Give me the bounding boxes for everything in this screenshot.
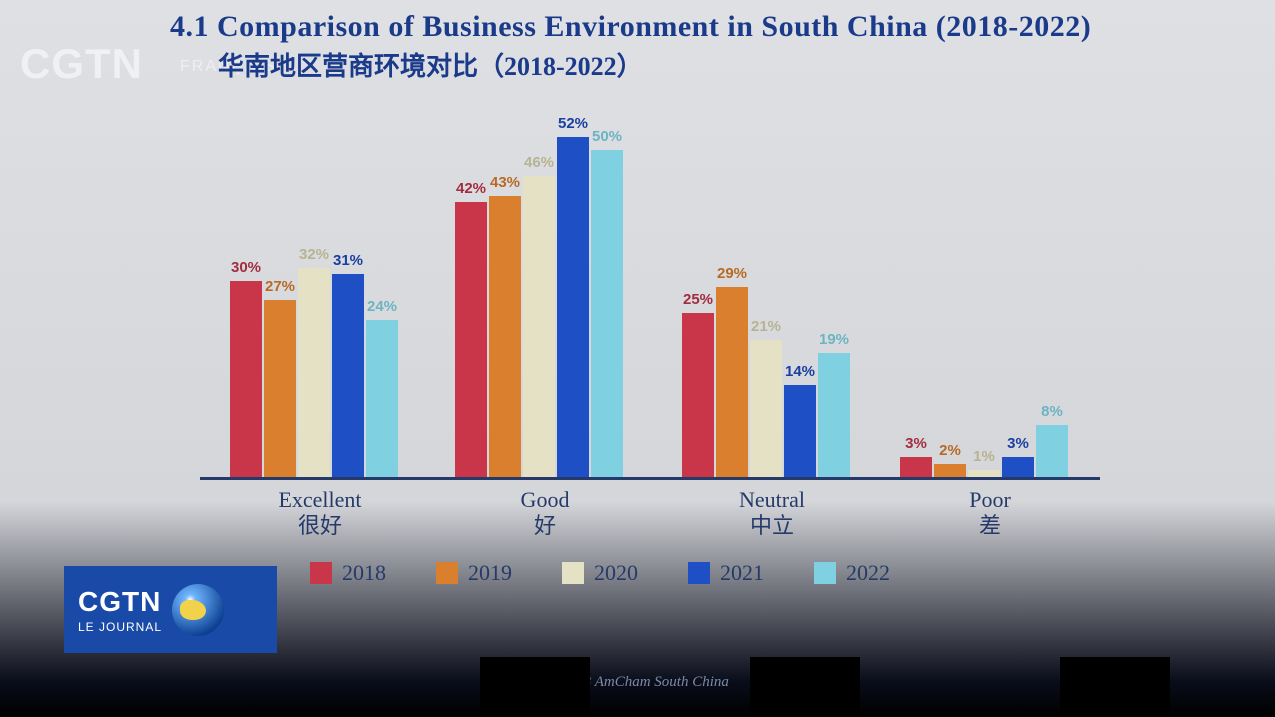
category-label: Excellent很好 [278,487,361,540]
bar: 27% [264,300,296,477]
globe-icon [172,584,224,636]
bar-value-label: 14% [785,363,815,380]
legend-item: 2019 [436,560,512,586]
category-label: Neutral中立 [739,487,805,540]
category-label: Poor差 [969,487,1011,540]
bar-value-label: 32% [299,246,329,263]
legend-item: 2018 [310,560,386,586]
bar-value-label: 21% [751,318,781,335]
legend-swatch [814,562,836,584]
legend-label: 2019 [468,560,512,586]
legend-swatch [688,562,710,584]
bar: 19% [818,353,850,477]
logo-main: CGTN [78,586,162,618]
bar: 29% [716,287,748,477]
bar-group: 3%2%1%3%8%Poor差 [900,425,1080,477]
title-block: 4.1 Comparison of Business Environment i… [170,10,1215,83]
logo-cgtn-le-journal: CGTN LE JOURNAL [64,566,277,653]
bar-value-label: 8% [1041,403,1063,420]
bar: 24% [366,320,398,477]
logo-text: CGTN LE JOURNAL [78,586,162,634]
bar-value-label: 2% [939,442,961,459]
bar-value-label: 42% [456,180,486,197]
bar-value-label: 43% [490,174,520,191]
bar-value-label: 24% [367,298,397,315]
category-label: Good好 [521,487,570,540]
bar-value-label: 25% [683,291,713,308]
bar: 50% [591,150,623,477]
bar: 43% [489,196,521,477]
bar-value-label: 3% [1007,435,1029,452]
legend-label: 2021 [720,560,764,586]
legend-label: 2020 [594,560,638,586]
bar-value-label: 3% [905,435,927,452]
chart: 30%27%32%31%24%Excellent很好42%43%46%52%50… [200,120,1215,580]
bar-group: 25%29%21%14%19%Neutral中立 [682,287,862,477]
bar-value-label: 29% [717,265,747,282]
bar-value-label: 31% [333,252,363,269]
legend-swatch [310,562,332,584]
silhouette [1060,657,1170,717]
bar-group: 30%27%32%31%24%Excellent很好 [230,268,410,477]
bar: 8% [1036,425,1068,477]
bar: 25% [682,313,714,477]
legend-item: 2020 [562,560,638,586]
bar-value-label: 19% [819,331,849,348]
legend-item: 2022 [814,560,890,586]
bar: 31% [332,274,364,477]
legend-swatch [436,562,458,584]
legend-label: 2018 [342,560,386,586]
logo-sub: LE JOURNAL [78,620,162,634]
bar: 21% [750,340,782,477]
bar-value-label: 1% [973,448,995,465]
bar: 2% [934,464,966,477]
bar-group: 42%43%46%52%50%Good好 [455,137,635,477]
legend-label: 2022 [846,560,890,586]
bar: 30% [230,281,262,477]
chart-plot-area: 30%27%32%31%24%Excellent很好42%43%46%52%50… [200,120,1100,480]
bar-value-label: 27% [265,278,295,295]
bar-value-label: 52% [558,115,588,132]
bar: 32% [298,268,330,477]
bar-value-label: 50% [592,128,622,145]
watermark-cgtn: CGTN [20,40,143,88]
chart-legend: 2018 2019 2020 2021 2022 [310,560,890,586]
title-zh: 华南地区营商环境对比（2018-2022） [218,46,1215,83]
slide: 4.1 Comparison of Business Environment i… [170,10,1215,580]
bar: 3% [900,457,932,477]
silhouette [750,657,860,717]
bar: 52% [557,137,589,477]
bar: 1% [968,470,1000,477]
title-en: 4.1 Comparison of Business Environment i… [170,10,1215,44]
legend-item: 2021 [688,560,764,586]
bar: 3% [1002,457,1034,477]
bar: 14% [784,385,816,477]
legend-swatch [562,562,584,584]
bar-value-label: 46% [524,154,554,171]
silhouette [480,657,590,717]
bar: 42% [455,202,487,477]
bar-value-label: 30% [231,259,261,276]
bar: 46% [523,176,555,477]
